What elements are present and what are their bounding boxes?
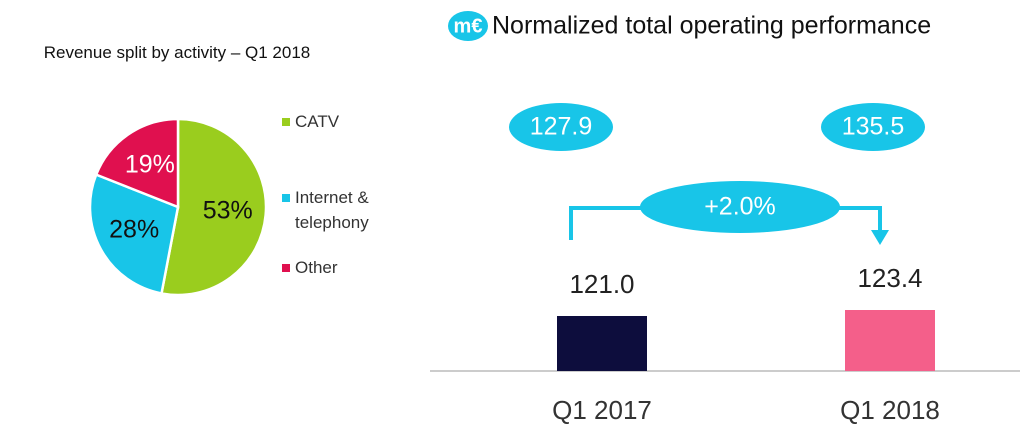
annotation-bubble bbox=[509, 103, 613, 151]
x-tick-label: Q1 2017 bbox=[552, 395, 652, 425]
legend-swatch bbox=[282, 264, 290, 272]
legend-swatch bbox=[282, 118, 290, 126]
chart-title: Normalized total operating performance bbox=[492, 12, 931, 40]
slice-label: 28% bbox=[109, 216, 159, 244]
pie-slice bbox=[94, 117, 180, 209]
legend-label: CATV bbox=[295, 112, 340, 131]
unit-label: m€ bbox=[454, 15, 483, 37]
slice-label: 53% bbox=[203, 196, 253, 224]
annotation: +2.0% bbox=[704, 193, 776, 221]
annotation-bubble bbox=[821, 103, 925, 151]
slice-label: 19% bbox=[125, 150, 175, 178]
legend-label: Other bbox=[295, 258, 338, 277]
annotation-bubble bbox=[640, 181, 840, 233]
pie-title: Revenue split by activity – Q1 2018 bbox=[43, 43, 311, 62]
pie-slice bbox=[160, 117, 268, 297]
legend-label: Internet & telephony bbox=[295, 188, 369, 232]
x-tick-label: Q1 2018 bbox=[840, 395, 940, 425]
value-label: 121.0 bbox=[569, 269, 634, 299]
annotation: 127.9 bbox=[530, 113, 593, 141]
legend-swatch bbox=[282, 194, 290, 202]
value-label: 123.4 bbox=[857, 263, 922, 293]
annotation: 135.5 bbox=[842, 113, 905, 141]
bar bbox=[557, 316, 647, 371]
bar bbox=[845, 310, 935, 371]
pie-slice bbox=[88, 172, 180, 295]
arrow-head bbox=[871, 230, 889, 245]
unit-badge bbox=[448, 11, 488, 41]
